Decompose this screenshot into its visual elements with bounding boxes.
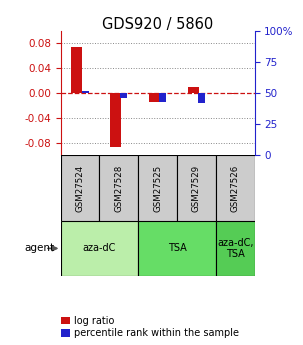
Text: aza-dC: aza-dC bbox=[83, 244, 116, 253]
FancyBboxPatch shape bbox=[61, 221, 138, 276]
Bar bbox=[110, 93, 121, 147]
Bar bbox=[198, 93, 205, 103]
FancyBboxPatch shape bbox=[216, 155, 255, 221]
Bar bbox=[72, 47, 82, 93]
Bar bbox=[120, 93, 127, 98]
Text: GSM27524: GSM27524 bbox=[75, 165, 85, 211]
FancyBboxPatch shape bbox=[99, 155, 138, 221]
FancyBboxPatch shape bbox=[216, 221, 255, 276]
Text: TSA: TSA bbox=[168, 244, 186, 253]
Bar bbox=[149, 93, 160, 102]
Legend: log ratio, percentile rank within the sample: log ratio, percentile rank within the sa… bbox=[59, 314, 241, 340]
Text: aza-dC,
TSA: aza-dC, TSA bbox=[217, 238, 253, 259]
FancyBboxPatch shape bbox=[177, 155, 216, 221]
Bar bbox=[188, 87, 199, 93]
FancyBboxPatch shape bbox=[61, 155, 99, 221]
Text: GSM27526: GSM27526 bbox=[231, 165, 240, 211]
Bar bbox=[227, 93, 238, 94]
Text: GSM27525: GSM27525 bbox=[153, 165, 162, 211]
FancyBboxPatch shape bbox=[61, 155, 255, 221]
Bar bbox=[159, 93, 166, 102]
Text: GSM27528: GSM27528 bbox=[114, 165, 123, 211]
Bar bbox=[82, 91, 88, 93]
FancyBboxPatch shape bbox=[138, 155, 177, 221]
Text: agent: agent bbox=[25, 244, 55, 253]
Text: GDS920 / 5860: GDS920 / 5860 bbox=[102, 17, 213, 32]
Text: GSM27529: GSM27529 bbox=[192, 165, 201, 211]
FancyBboxPatch shape bbox=[138, 221, 216, 276]
